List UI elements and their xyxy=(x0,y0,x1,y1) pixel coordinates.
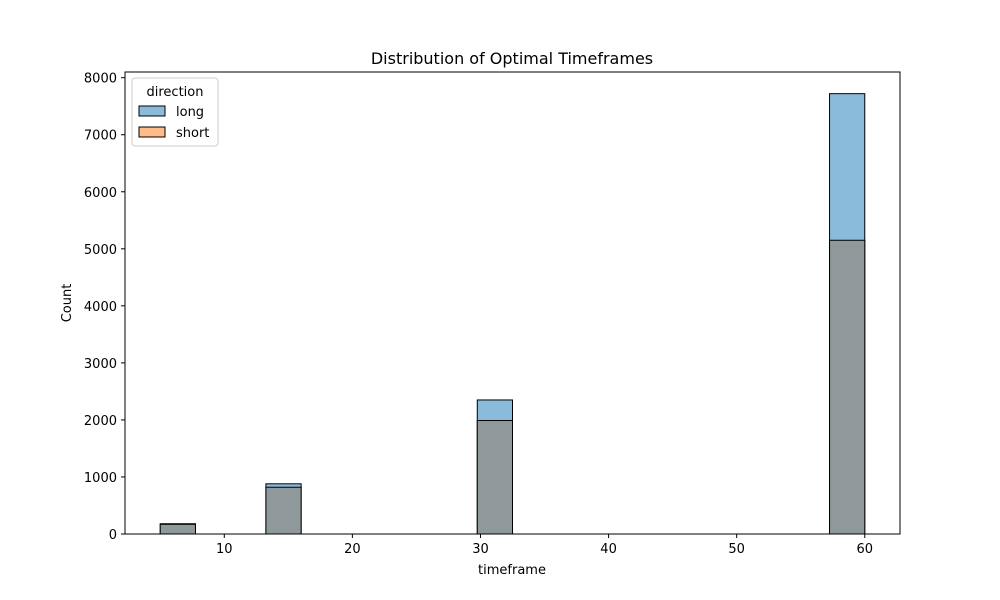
y-tick-label: 6000 xyxy=(84,186,117,201)
y-tick-label: 2000 xyxy=(84,414,117,429)
y-tick-label: 8000 xyxy=(84,72,117,87)
legend-label-long: long xyxy=(176,105,204,120)
bar-short xyxy=(476,419,514,535)
x-axis: 10 20 30 40 50 60 xyxy=(216,534,873,557)
x-axis-label: timeframe xyxy=(478,563,546,578)
bar-short xyxy=(829,239,866,535)
axes-frame xyxy=(124,71,901,535)
bar-short xyxy=(265,486,302,535)
legend-swatch-long xyxy=(138,105,166,117)
x-tick-label: 20 xyxy=(344,542,361,557)
y-tick-label: 4000 xyxy=(84,300,117,315)
x-tick-label: 60 xyxy=(856,542,873,557)
y-tick-label: 1000 xyxy=(84,471,117,486)
chart-title: Distribution of Optimal Timeframes xyxy=(371,49,653,68)
legend-title: direction xyxy=(147,85,204,100)
x-tick-label: 10 xyxy=(216,542,233,557)
legend: direction long short xyxy=(131,77,219,147)
x-tick-label: 30 xyxy=(472,542,489,557)
y-tick-label: 3000 xyxy=(84,357,117,372)
bar-short xyxy=(159,523,196,535)
plot-area xyxy=(124,71,901,535)
y-tick-label: 5000 xyxy=(84,243,117,258)
y-axis-label: Count xyxy=(60,284,75,323)
x-tick-label: 40 xyxy=(600,542,617,557)
y-tick-label: 0 xyxy=(109,528,117,543)
legend-label-short: short xyxy=(176,126,209,141)
y-axis: 0 1000 2000 3000 4000 5000 6000 7000 8000 xyxy=(84,72,125,543)
x-tick-label: 50 xyxy=(728,542,745,557)
y-tick-label: 7000 xyxy=(84,129,117,144)
legend-swatch-short xyxy=(138,126,166,138)
